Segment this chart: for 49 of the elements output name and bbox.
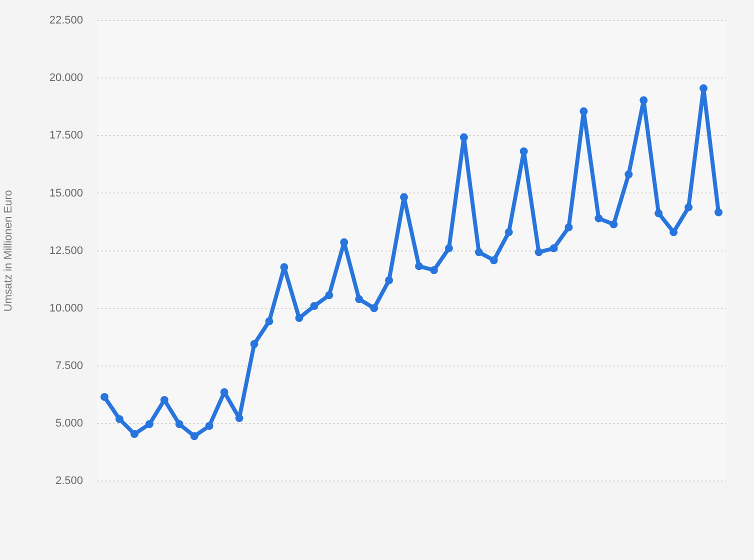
point <box>145 420 154 428</box>
point <box>610 220 618 228</box>
point <box>670 228 678 236</box>
y-tick-label: 2.500 <box>55 475 83 488</box>
point <box>175 420 184 428</box>
point <box>654 209 663 218</box>
point <box>190 432 198 440</box>
y-tick-label: 12.500 <box>49 244 83 257</box>
point <box>684 203 693 212</box>
point <box>325 291 334 300</box>
y-tick-label: 7.500 <box>55 360 83 372</box>
point <box>580 107 588 116</box>
y-tick-label: 22.500 <box>49 14 83 27</box>
point <box>295 314 304 322</box>
y-tick-label: 17.500 <box>49 130 83 142</box>
point <box>235 414 244 422</box>
y-tick-label: 10.000 <box>49 302 83 314</box>
point <box>310 302 318 310</box>
point <box>534 248 543 256</box>
point <box>444 244 453 252</box>
point <box>714 208 723 216</box>
point <box>400 193 408 202</box>
point <box>520 147 528 156</box>
point <box>250 340 258 348</box>
point <box>504 228 513 236</box>
point <box>414 262 423 270</box>
point <box>430 266 438 274</box>
point <box>700 84 708 92</box>
point <box>564 223 573 232</box>
y-axis-title: Umsatz in Millionen Euro <box>2 190 15 312</box>
point <box>385 276 394 284</box>
point <box>340 238 348 246</box>
point <box>265 317 274 326</box>
point <box>624 170 633 178</box>
point <box>550 244 558 252</box>
point <box>640 96 648 104</box>
point <box>115 415 124 424</box>
point <box>370 304 378 312</box>
point <box>130 430 138 438</box>
point <box>474 248 483 256</box>
y-tick-label: 20.000 <box>49 72 83 84</box>
point <box>460 133 468 142</box>
point <box>100 392 108 401</box>
point <box>205 422 214 430</box>
point <box>594 214 603 222</box>
y-tick-label: 15.000 <box>49 187 83 200</box>
y-tick-label: 5.000 <box>55 417 83 430</box>
point <box>490 256 498 264</box>
point <box>355 295 364 304</box>
